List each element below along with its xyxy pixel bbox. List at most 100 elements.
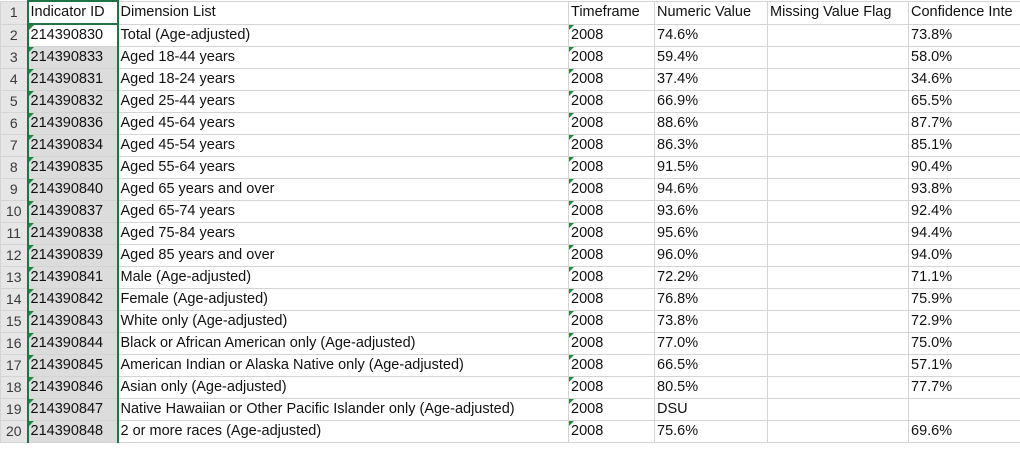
missing-value-flag-cell[interactable] [767,156,909,179]
numeric-value-cell[interactable]: 76.8% [654,288,768,311]
timeframe-cell[interactable]: 2008 [568,200,655,223]
missing-value-flag-cell[interactable] [767,46,909,69]
missing-value-flag-cell[interactable] [767,398,909,421]
timeframe-cell[interactable]: 2008 [568,310,655,333]
timeframe-cell[interactable]: 2008 [568,332,655,355]
indicator-id-cell[interactable]: 214390830 [26,23,119,47]
timeframe-cell[interactable]: 2008 [568,46,655,69]
indicator-id-cell[interactable]: 214390846 [26,376,119,399]
indicator-id-cell[interactable]: 214390843 [26,310,119,333]
row-number[interactable]: 7 [0,134,28,157]
confidence-interval-cell[interactable]: 65.5% [908,90,1020,113]
missing-value-flag-cell[interactable] [767,288,909,311]
dimension-cell[interactable]: Aged 55-64 years [117,156,569,179]
timeframe-cell[interactable]: 2008 [568,376,655,399]
indicator-id-cell[interactable]: 214390837 [26,200,119,223]
confidence-interval-cell[interactable]: 58.0% [908,46,1020,69]
dimension-cell[interactable]: Aged 65-74 years [117,200,569,223]
timeframe-cell[interactable]: 2008 [568,23,655,47]
missing-value-flag-cell[interactable] [767,420,909,443]
header-indicator-id[interactable]: Indicator ID [26,0,119,25]
numeric-value-cell[interactable]: 77.0% [654,332,768,355]
dimension-cell[interactable]: Total (Age-adjusted) [117,23,569,47]
dimension-cell[interactable]: Aged 85 years and over [117,244,569,267]
row-number[interactable]: 5 [0,90,28,113]
indicator-id-cell[interactable]: 214390835 [26,156,119,179]
missing-value-flag-cell[interactable] [767,244,909,267]
confidence-interval-cell[interactable]: 73.8% [908,23,1020,47]
row-number[interactable]: 20 [0,420,28,443]
confidence-interval-cell[interactable] [908,398,1020,421]
timeframe-cell[interactable]: 2008 [568,266,655,289]
missing-value-flag-cell[interactable] [767,222,909,245]
missing-value-flag-cell[interactable] [767,68,909,91]
indicator-id-cell[interactable]: 214390839 [26,244,119,267]
row-number[interactable]: 17 [0,354,28,377]
header-numeric-value[interactable]: Numeric Value [654,0,768,25]
numeric-value-cell[interactable]: DSU [654,398,768,421]
missing-value-flag-cell[interactable] [767,310,909,333]
row-number[interactable]: 19 [0,398,28,421]
indicator-id-cell[interactable]: 214390844 [26,332,119,355]
timeframe-cell[interactable]: 2008 [568,288,655,311]
missing-value-flag-cell[interactable] [767,134,909,157]
confidence-interval-cell[interactable]: 93.8% [908,178,1020,201]
missing-value-flag-cell[interactable] [767,23,909,47]
indicator-id-cell[interactable]: 214390832 [26,90,119,113]
timeframe-cell[interactable]: 2008 [568,398,655,421]
numeric-value-cell[interactable]: 66.9% [654,90,768,113]
dimension-cell[interactable]: Asian only (Age-adjusted) [117,376,569,399]
confidence-interval-cell[interactable]: 77.7% [908,376,1020,399]
dimension-cell[interactable]: Aged 45-54 years [117,134,569,157]
dimension-cell[interactable]: Female (Age-adjusted) [117,288,569,311]
dimension-cell[interactable]: Aged 75-84 years [117,222,569,245]
missing-value-flag-cell[interactable] [767,178,909,201]
confidence-interval-cell[interactable]: 75.0% [908,332,1020,355]
confidence-interval-cell[interactable]: 90.4% [908,156,1020,179]
header-timeframe[interactable]: Timeframe [568,0,655,25]
numeric-value-cell[interactable]: 66.5% [654,354,768,377]
timeframe-cell[interactable]: 2008 [568,156,655,179]
row-number[interactable]: 2 [0,23,28,47]
row-number[interactable]: 18 [0,376,28,399]
row-number[interactable]: 4 [0,68,28,91]
indicator-id-cell[interactable]: 214390848 [26,420,119,443]
confidence-interval-cell[interactable]: 34.6% [908,68,1020,91]
header-missing-value-flag[interactable]: Missing Value Flag [767,0,909,25]
row-number[interactable]: 11 [0,222,28,245]
missing-value-flag-cell[interactable] [767,376,909,399]
row-number[interactable]: 1 [0,0,28,25]
indicator-id-cell[interactable]: 214390831 [26,68,119,91]
timeframe-cell[interactable]: 2008 [568,354,655,377]
indicator-id-cell[interactable]: 214390833 [26,46,119,69]
confidence-interval-cell[interactable]: 69.6% [908,420,1020,443]
dimension-cell[interactable]: Aged 18-44 years [117,46,569,69]
indicator-id-cell[interactable]: 214390840 [26,178,119,201]
indicator-id-cell[interactable]: 214390847 [26,398,119,421]
dimension-cell[interactable]: White only (Age-adjusted) [117,310,569,333]
numeric-value-cell[interactable]: 72.2% [654,266,768,289]
confidence-interval-cell[interactable]: 92.4% [908,200,1020,223]
indicator-id-cell[interactable]: 214390842 [26,288,119,311]
dimension-cell[interactable]: Aged 65 years and over [117,178,569,201]
indicator-id-cell[interactable]: 214390834 [26,134,119,157]
dimension-cell[interactable]: Aged 25-44 years [117,90,569,113]
timeframe-cell[interactable]: 2008 [568,68,655,91]
timeframe-cell[interactable]: 2008 [568,222,655,245]
indicator-id-cell[interactable]: 214390845 [26,354,119,377]
timeframe-cell[interactable]: 2008 [568,134,655,157]
missing-value-flag-cell[interactable] [767,200,909,223]
numeric-value-cell[interactable]: 80.5% [654,376,768,399]
confidence-interval-cell[interactable]: 72.9% [908,310,1020,333]
missing-value-flag-cell[interactable] [767,90,909,113]
timeframe-cell[interactable]: 2008 [568,90,655,113]
dimension-cell[interactable]: Aged 45-64 years [117,112,569,135]
numeric-value-cell[interactable]: 96.0% [654,244,768,267]
indicator-id-cell[interactable]: 214390838 [26,222,119,245]
missing-value-flag-cell[interactable] [767,266,909,289]
confidence-interval-cell[interactable]: 87.7% [908,112,1020,135]
dimension-cell[interactable]: Black or African American only (Age-adju… [117,332,569,355]
numeric-value-cell[interactable]: 93.6% [654,200,768,223]
dimension-cell[interactable]: Native Hawaiian or Other Pacific Islande… [117,398,569,421]
timeframe-cell[interactable]: 2008 [568,112,655,135]
